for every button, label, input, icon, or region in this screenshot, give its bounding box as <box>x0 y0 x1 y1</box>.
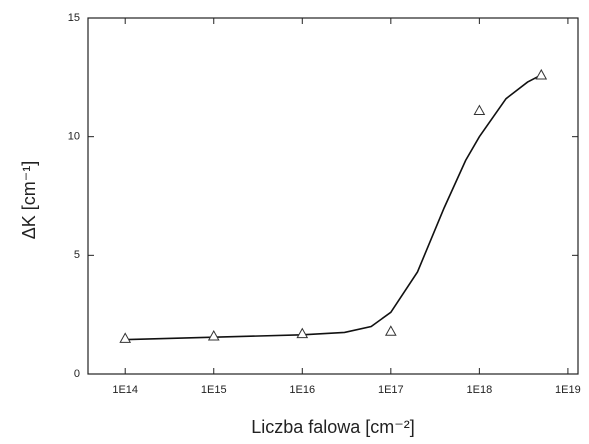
x-tick-label: 1E14 <box>112 384 138 396</box>
y-tick-label: 0 <box>74 368 80 380</box>
data-point <box>207 329 220 341</box>
data-point <box>119 332 132 343</box>
x-tick-label: 1E19 <box>555 384 581 396</box>
x-axis-title: Liczba falowa [cm⁻²] <box>251 417 415 437</box>
x-tick-label: 1E17 <box>378 384 404 396</box>
y-axis-title: ΔK [cm⁻¹] <box>19 161 39 240</box>
y-tick-label: 15 <box>68 12 80 24</box>
y-tick-label: 10 <box>68 131 80 143</box>
plot-frame <box>87 17 579 375</box>
data-point <box>535 68 548 80</box>
data-point <box>384 325 397 336</box>
x-tick-label: 1E18 <box>467 384 493 396</box>
x-tick-label: 1E16 <box>289 384 315 396</box>
x-tick-label: 1E15 <box>201 384 227 396</box>
data-point <box>296 327 309 339</box>
data-point <box>473 104 486 116</box>
y-tick-label: 5 <box>74 249 80 261</box>
